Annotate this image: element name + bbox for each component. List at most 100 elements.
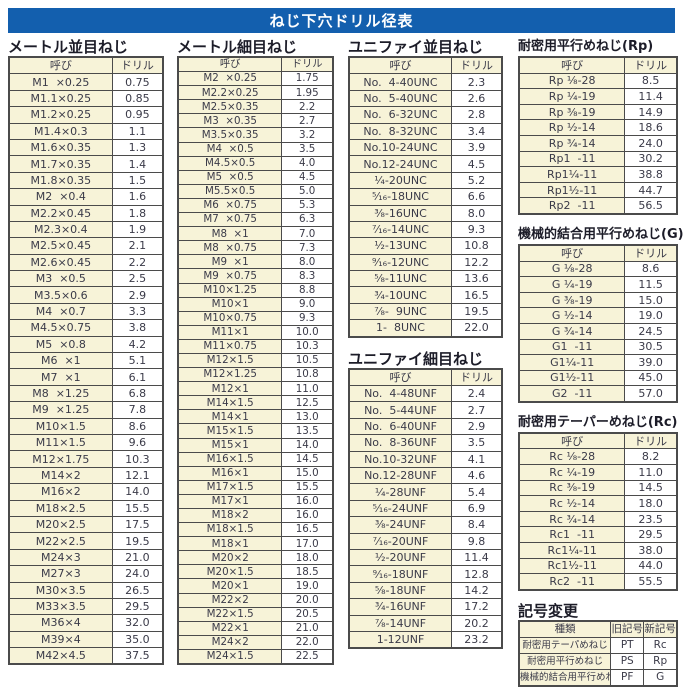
thread-name-cell: M11×0.75 <box>177 338 283 354</box>
drill-value-cell: 11.5 <box>624 276 678 293</box>
table-row: Rc1¹⁄₄-11 38.0 <box>518 542 678 559</box>
table-row: 耐密用テーパめねじ PT Rc <box>518 636 678 654</box>
thread-name-cell: M42×4.5 <box>8 647 113 665</box>
rp-table: 呼び ドリル Rp ¹⁄₈-28 8.5 Rp ¹⁄₄-19 11.4 Rp ³⁄₈-1… <box>518 56 678 215</box>
thread-name-cell: Rc1¹⁄₂-11 <box>518 557 626 575</box>
thread-name-cell: M9 ×1 <box>177 254 283 270</box>
table-row: M22×2.5 19.5 <box>8 532 164 550</box>
thread-name-cell: M36×4 <box>8 614 113 632</box>
drill-value-cell: 2.8 <box>451 106 503 124</box>
drill-value-cell: 2.2 <box>281 99 334 115</box>
drill-value-cell: 3.3 <box>111 302 164 321</box>
table-row: M20×2 18.0 <box>177 550 334 566</box>
table-row: M2.6×0.45 2.2 <box>8 253 164 272</box>
table-row: ⁷⁄₁₆-14UNC 9.3 <box>348 220 503 239</box>
table-row: M20×1 19.0 <box>177 578 334 594</box>
table-row: No.12-24UNC 4.5 <box>348 155 503 173</box>
drill-value-cell: 2.7 <box>281 113 334 129</box>
table-row: M7 ×1 6.1 <box>8 368 164 386</box>
table-row: No. 6-40UNF 2.9 <box>348 417 503 436</box>
drill-value-cell: 13.0 <box>281 409 334 425</box>
drill-value-cell: 20.2 <box>451 614 503 632</box>
thread-name-cell: M1.6×0.35 <box>8 138 113 157</box>
drill-value-cell: 9.6 <box>111 433 164 452</box>
thread-name-cell: M1.2×0.25 <box>8 106 113 124</box>
drill-value-cell: 15.5 <box>111 499 164 517</box>
drill-value-cell: 22.0 <box>451 319 503 338</box>
page-title-bar: ねじ下穴ドリル径表 <box>8 8 675 33</box>
table-row: ³⁄₄-10UNC 16.5 <box>348 286 503 304</box>
drill-value-cell: 21.0 <box>111 548 164 567</box>
thread-name-cell: G1 -11 <box>518 338 626 356</box>
thread-name-cell: ⁵⁄₈-11UNC <box>348 270 452 288</box>
thread-name-cell: No. 4-40UNC <box>348 73 452 91</box>
drill-value-cell: 44.7 <box>624 181 678 199</box>
drill-value-cell: PS <box>610 652 645 670</box>
table-row: M4 ×0.7 3.3 <box>8 302 164 321</box>
drill-value-cell: 16.0 <box>281 493 334 510</box>
thread-name-cell: M16×1 <box>177 465 283 481</box>
thread-name-cell: Rp ¹⁄₈-28 <box>518 72 626 90</box>
thread-name-cell: No.10-24UNC <box>348 138 452 157</box>
table-row: M22×1 21.0 <box>177 620 334 636</box>
thread-name-cell: Rc ³⁄₄-14 <box>518 510 626 528</box>
drill-value-cell: 12.2 <box>451 253 503 272</box>
header-row: 呼び ドリル <box>348 368 503 387</box>
thread-name-cell: ¹⁄₄-20UNC <box>348 171 452 190</box>
drill-value-cell: 1.5 <box>111 171 164 190</box>
thread-name-cell: M2.2×0.45 <box>8 204 113 222</box>
drill-value-cell: 19.0 <box>624 307 678 324</box>
drill-value-cell: 1.8 <box>111 204 164 222</box>
section-metric-fine: メートル細目ねじ 呼び ドリル M2 ×0.25 1.75 M2.2×0.25 1.9… <box>177 39 334 666</box>
drill-value-cell: 24.0 <box>624 134 678 152</box>
table-row: Rp2 -11 56.5 <box>518 197 678 215</box>
thread-name-cell: M8 ×0.75 <box>177 240 283 256</box>
thread-name-cell: M5 ×0.5 <box>177 169 283 185</box>
thread-name-cell: M1.7×0.35 <box>8 155 113 173</box>
table-row: M2.3×0.4 1.9 <box>8 220 164 239</box>
drill-value-cell: 7.8 <box>111 401 164 419</box>
thread-name-cell: 1-12UNF <box>348 630 452 649</box>
thread-name-cell: ⁷⁄₁₆-20UNF <box>348 532 452 550</box>
thread-name-cell: M24×3 <box>8 548 113 567</box>
drill-value-cell: 18.6 <box>624 119 678 136</box>
thread-name-cell: Rp1¹⁄₄-11 <box>518 166 626 183</box>
drill-value-cell: G <box>643 668 678 687</box>
thread-name-cell: G ¹⁄₈-28 <box>518 260 626 278</box>
drill-value-cell: 17.0 <box>281 536 334 552</box>
unified-coarse-table: 呼び ドリル No. 4-40UNC 2.3 No. 5-40UNC 2.6 No. 6… <box>348 56 503 338</box>
drill-value-cell: 11.4 <box>451 548 503 567</box>
column-metric-coarse: メートル並目ねじ 呼び ドリル M1 ×0.25 0.75 M1.1×0.25 0.8… <box>8 39 164 666</box>
table-row: Rc2 -11 55.5 <box>518 573 678 591</box>
thread-name-cell: M8 ×1.25 <box>8 384 113 403</box>
thread-name-cell: M2.6×0.45 <box>8 253 113 272</box>
drill-value-cell: 10.8 <box>281 367 334 383</box>
thread-name-cell: Rc ³⁄₈-19 <box>518 479 626 497</box>
section-symbol-change: 記号変更 種類 旧記号 新記号 耐密用テーパめねじ PT Rc 耐密用平行めねじ PS R… <box>518 603 678 687</box>
drill-value-cell: 12.5 <box>281 395 334 411</box>
thread-name-cell: No. 6-40UNF <box>348 417 452 436</box>
drill-value-cell: 1.9 <box>111 220 164 239</box>
table-row: G ¹⁄₂-14 19.0 <box>518 307 678 324</box>
table-row: M3.5×0.35 3.2 <box>177 127 334 143</box>
table-row: M7 ×0.75 6.3 <box>177 212 334 228</box>
drill-value-cell: 14.9 <box>624 103 678 121</box>
drill-value-cell: 16.0 <box>281 507 334 524</box>
section-title-symbol-change: 記号変更 <box>518 601 579 620</box>
table-row: M16×1 15.0 <box>177 465 334 481</box>
table-row: Rp1 -11 30.2 <box>518 150 678 168</box>
thread-name-cell: G ¹⁄₄-19 <box>518 276 626 293</box>
header-row: 呼び ドリル <box>8 56 164 75</box>
drill-value-cell: 4.5 <box>281 169 334 185</box>
table-row: M9 ×1.25 7.8 <box>8 401 164 419</box>
table-row: Rc1¹⁄₂-11 44.0 <box>518 557 678 575</box>
column-header-drill: ドリル <box>624 56 678 74</box>
table-row: No. 6-32UNC 2.8 <box>348 106 503 124</box>
table-row: Rp1¹⁄₄-11 38.8 <box>518 166 678 183</box>
table-row: ³⁄₄-16UNF 17.2 <box>348 598 503 616</box>
drill-value-cell: 9.3 <box>281 310 334 326</box>
thread-name-cell: M20×1 <box>177 578 283 594</box>
drill-value-cell: 3.5 <box>451 434 503 452</box>
thread-name-cell: G ³⁄₄-14 <box>518 322 626 340</box>
thread-name-cell: M9 ×0.75 <box>177 268 283 284</box>
